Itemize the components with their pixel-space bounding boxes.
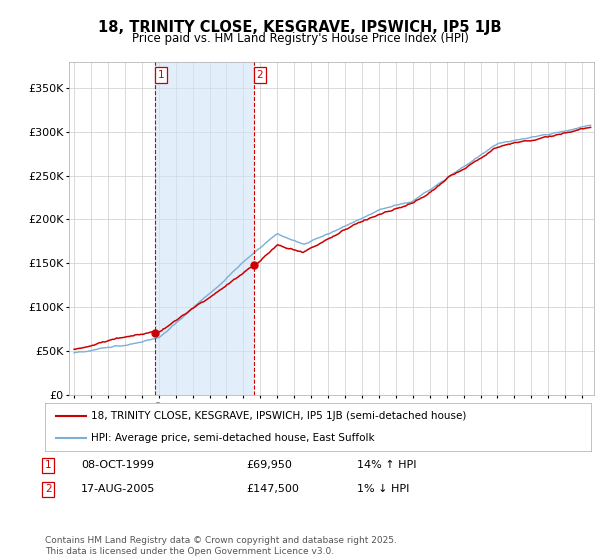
Bar — [155, 62, 254, 395]
Text: 1% ↓ HPI: 1% ↓ HPI — [357, 484, 409, 494]
Text: 1: 1 — [45, 460, 52, 470]
Text: 18, TRINITY CLOSE, KESGRAVE, IPSWICH, IP5 1JB (semi-detached house): 18, TRINITY CLOSE, KESGRAVE, IPSWICH, IP… — [91, 411, 467, 421]
Text: HPI: Average price, semi-detached house, East Suffolk: HPI: Average price, semi-detached house,… — [91, 433, 375, 443]
Text: £69,950: £69,950 — [246, 460, 292, 470]
Text: 14% ↑ HPI: 14% ↑ HPI — [357, 460, 416, 470]
Text: 08-OCT-1999: 08-OCT-1999 — [81, 460, 154, 470]
Text: Contains HM Land Registry data © Crown copyright and database right 2025.
This d: Contains HM Land Registry data © Crown c… — [45, 536, 397, 556]
Text: 2: 2 — [45, 484, 52, 494]
Text: 1: 1 — [157, 70, 164, 80]
Text: 2: 2 — [257, 70, 263, 80]
Text: Price paid vs. HM Land Registry's House Price Index (HPI): Price paid vs. HM Land Registry's House … — [131, 32, 469, 45]
Text: 17-AUG-2005: 17-AUG-2005 — [81, 484, 155, 494]
Text: 18, TRINITY CLOSE, KESGRAVE, IPSWICH, IP5 1JB: 18, TRINITY CLOSE, KESGRAVE, IPSWICH, IP… — [98, 20, 502, 35]
Text: £147,500: £147,500 — [246, 484, 299, 494]
